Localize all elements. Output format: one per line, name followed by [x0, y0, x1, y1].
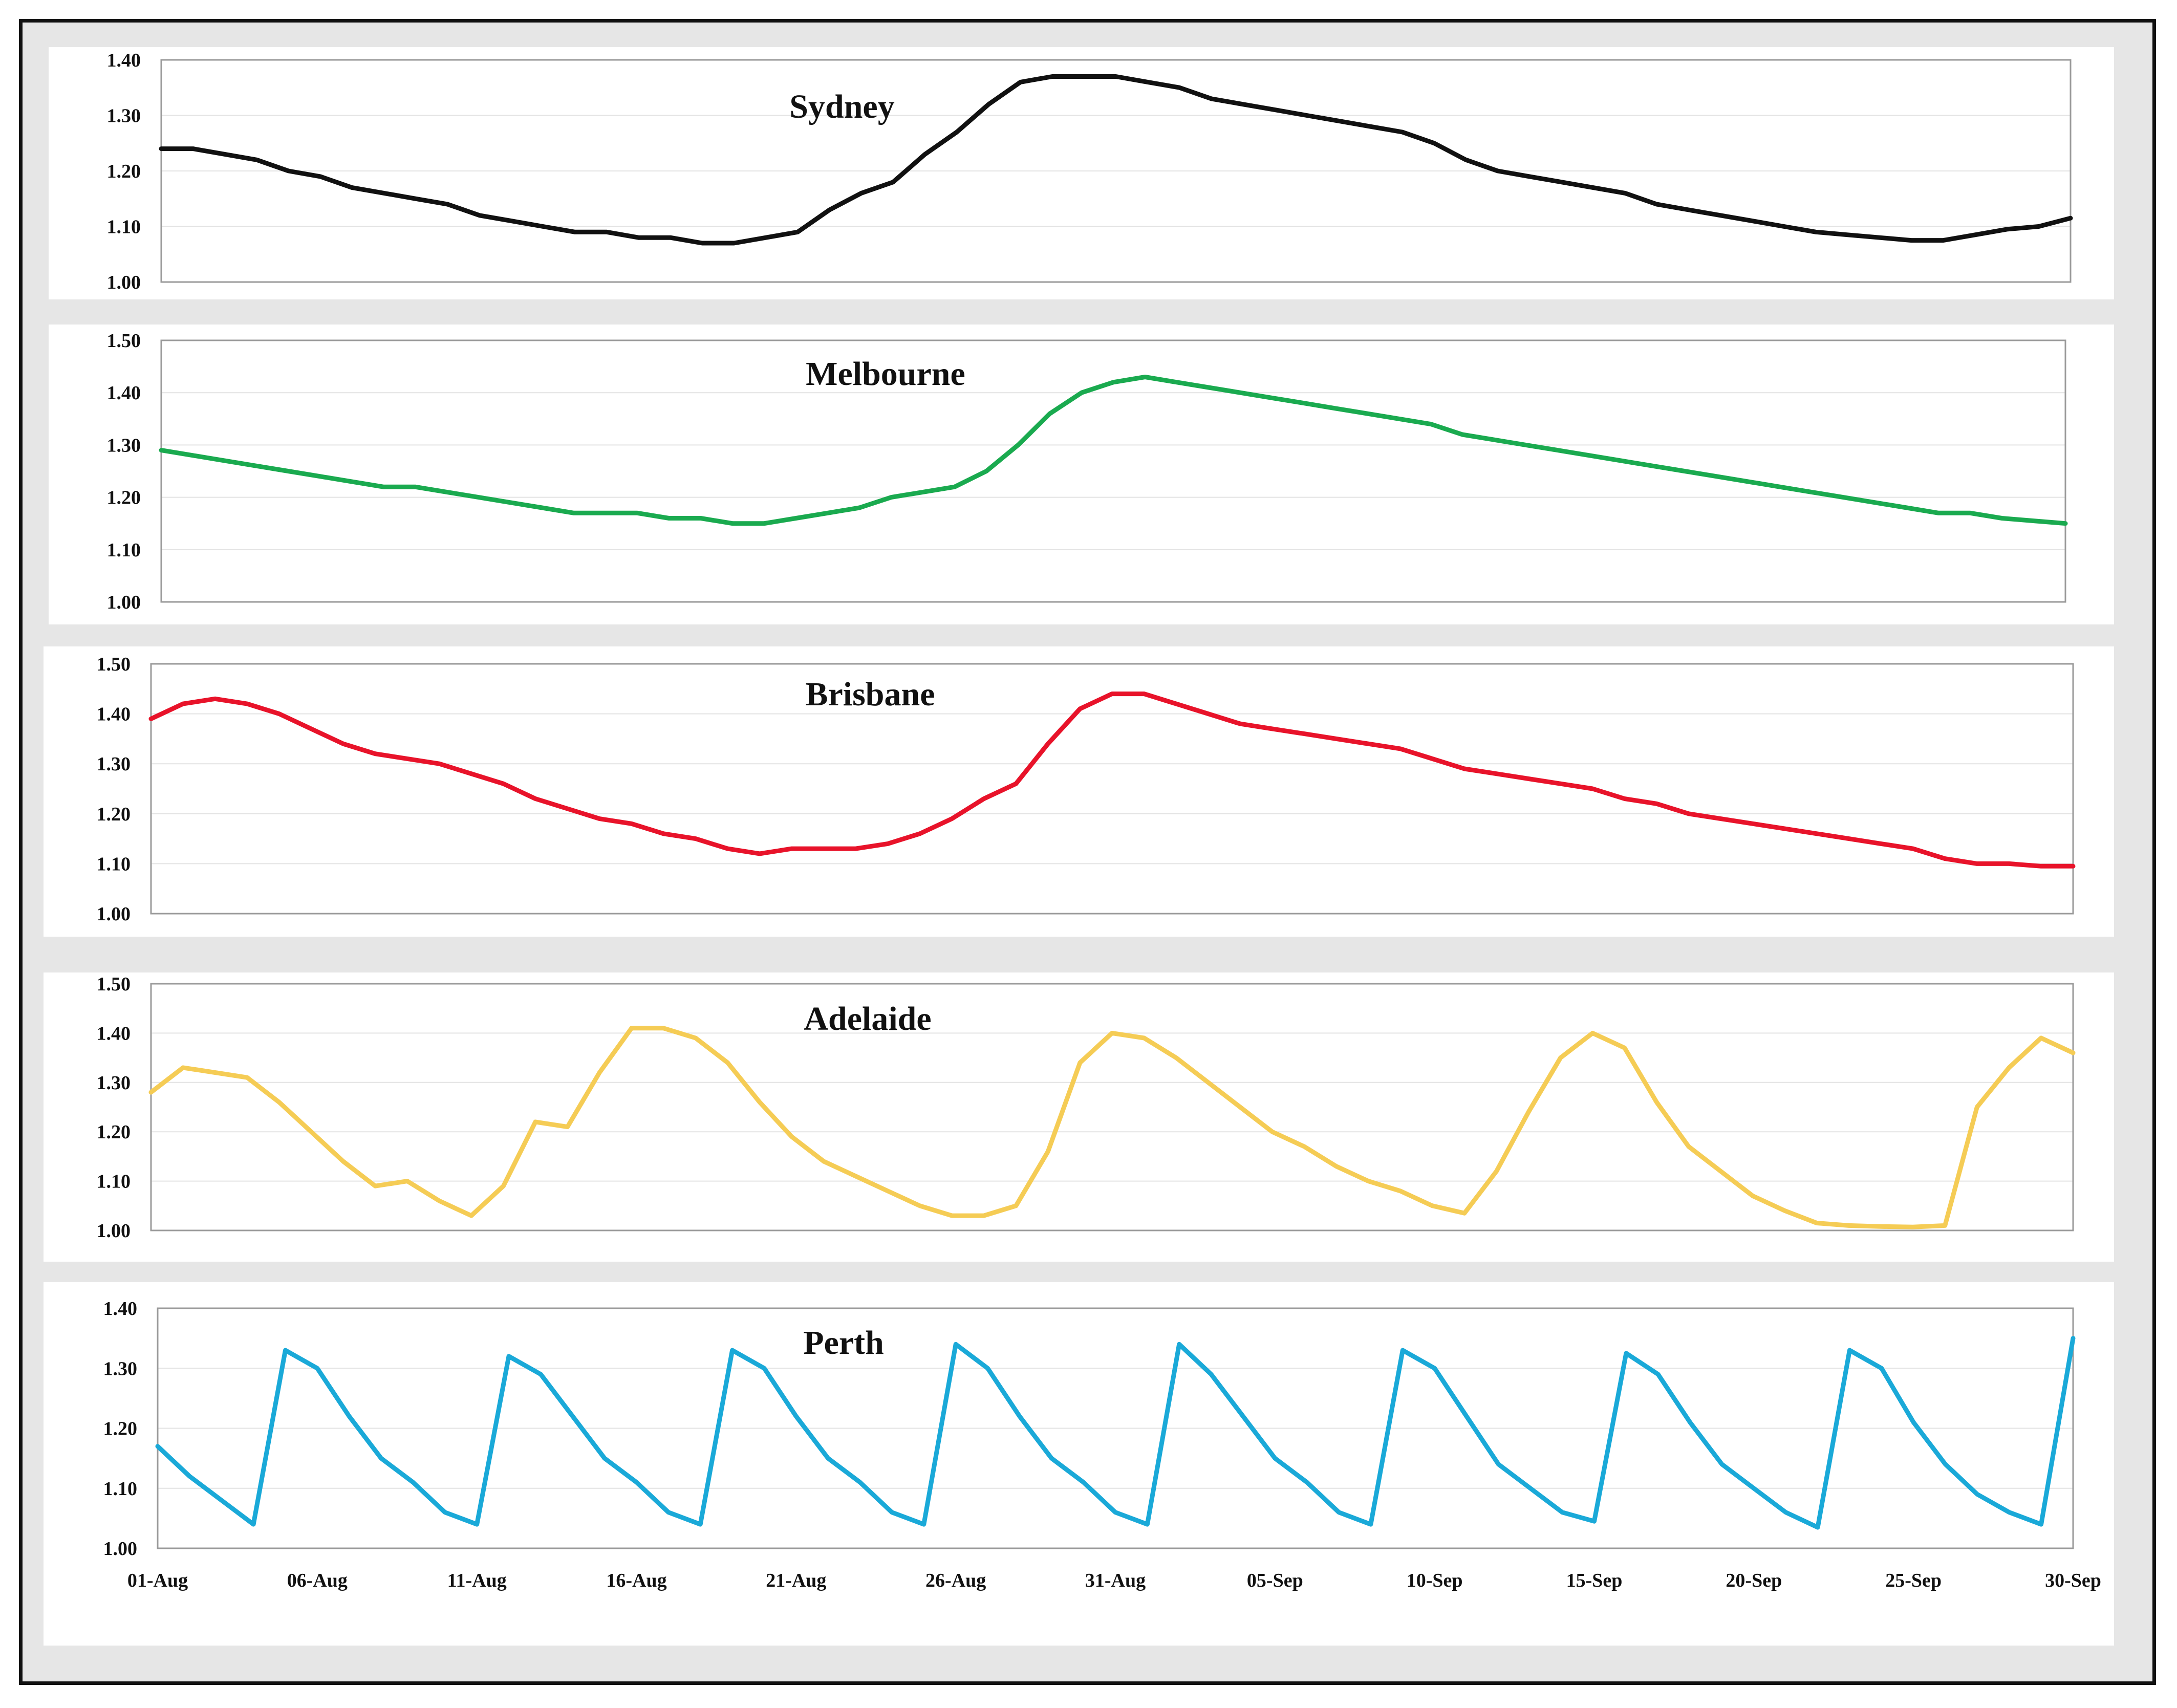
chart-title-perth: Perth — [803, 1324, 884, 1361]
x-tick-label: 06-Aug — [287, 1570, 348, 1591]
y-tick-label: 1.40 — [103, 1298, 138, 1320]
chart-panel-perth: 1.00 1.10 1.20 1.30 1.40 01-Aug 06-Aug 11-Aug 16… — [44, 1282, 2114, 1646]
series-line-perth — [155, 1336, 2076, 1530]
plot-area-border — [157, 1307, 2074, 1549]
y-tick-label: 1.50 — [97, 654, 131, 675]
y-tick-label: 1.20 — [97, 1121, 131, 1143]
y-tick-label: 1.30 — [103, 1358, 138, 1379]
series-line-adelaide — [148, 1026, 2076, 1229]
x-tick-label: 31-Aug — [1085, 1570, 1146, 1591]
panel-background — [49, 325, 2114, 624]
y-tick-label: 1.20 — [97, 804, 131, 825]
y-tick-label: 1.50 — [97, 974, 131, 995]
y-tick-label: 1.00 — [107, 272, 141, 293]
chart-title-melbourne: Melbourne — [806, 355, 965, 393]
x-tick-label: 01-Aug — [127, 1570, 188, 1591]
y-tick-label: 1.00 — [97, 903, 131, 925]
series-line-melbourne — [159, 375, 2068, 526]
plot-area-border — [160, 59, 2072, 283]
y-tick-label: 1.30 — [107, 435, 141, 456]
y-tick-label: 1.30 — [107, 105, 141, 127]
y-tick-label: 1.00 — [107, 592, 141, 613]
y-tick-label: 1.10 — [107, 217, 141, 238]
chart-title-adelaide: Adelaide — [804, 1000, 931, 1037]
y-tick-label: 1.10 — [107, 539, 141, 561]
y-tick-label: 1.40 — [107, 382, 141, 404]
series-line-sydney — [159, 74, 2073, 246]
x-tick-label: 10-Sep — [1407, 1570, 1463, 1591]
panel-background — [44, 646, 2114, 937]
x-tick-label: 11-Aug — [447, 1570, 507, 1591]
panel-background — [49, 47, 2114, 299]
chart-title-brisbane: Brisbane — [805, 676, 935, 713]
y-tick-label: 1.40 — [97, 1023, 131, 1044]
y-tick-label: 1.00 — [97, 1220, 131, 1242]
chart-panel-adelaide: 1.00 1.10 1.20 1.30 1.40 1.50 Adelaide — [44, 972, 2114, 1262]
y-tick-label: 1.20 — [107, 161, 141, 182]
plot-area-border — [150, 663, 2074, 915]
panel-background — [44, 1282, 2114, 1646]
chart-panel-brisbane: 1.00 1.10 1.20 1.30 1.40 1.50 Brisbane — [44, 646, 2114, 937]
y-tick-label: 1.40 — [97, 704, 131, 725]
series-line-brisbane — [148, 691, 2076, 869]
x-tick-label: 26-Aug — [925, 1570, 986, 1591]
y-tick-label: 1.10 — [97, 1171, 131, 1193]
chart-panel-sydney: 1.00 1.10 1.20 1.30 1.40 Sydney — [49, 47, 2114, 299]
plot-area-border — [150, 983, 2074, 1231]
y-tick-label: 1.30 — [97, 1072, 131, 1094]
x-tick-label: 21-Aug — [766, 1570, 826, 1591]
chart-panel-melbourne: 1.00 1.10 1.20 1.30 1.40 1.50 Melbourne — [49, 325, 2114, 624]
x-tick-label: 05-Sep — [1247, 1570, 1303, 1591]
x-tick-label: 30-Sep — [2045, 1570, 2101, 1591]
x-tick-label: 15-Sep — [1566, 1570, 1623, 1591]
y-tick-label: 1.40 — [107, 50, 141, 71]
x-tick-label: 25-Sep — [1885, 1570, 1942, 1591]
chart-title-sydney: Sydney — [789, 88, 894, 125]
panel-background — [44, 972, 2114, 1262]
y-tick-label: 1.50 — [107, 330, 141, 352]
y-tick-label: 1.20 — [103, 1418, 138, 1440]
y-tick-label: 1.00 — [103, 1538, 138, 1560]
y-tick-label: 1.20 — [107, 487, 141, 509]
x-tick-label: 16-Aug — [606, 1570, 666, 1591]
y-tick-label: 1.30 — [97, 753, 131, 775]
y-tick-label: 1.10 — [97, 853, 131, 875]
y-tick-label: 1.10 — [103, 1478, 138, 1500]
x-tick-label: 20-Sep — [1726, 1570, 1782, 1591]
plot-area-border — [160, 339, 2066, 603]
